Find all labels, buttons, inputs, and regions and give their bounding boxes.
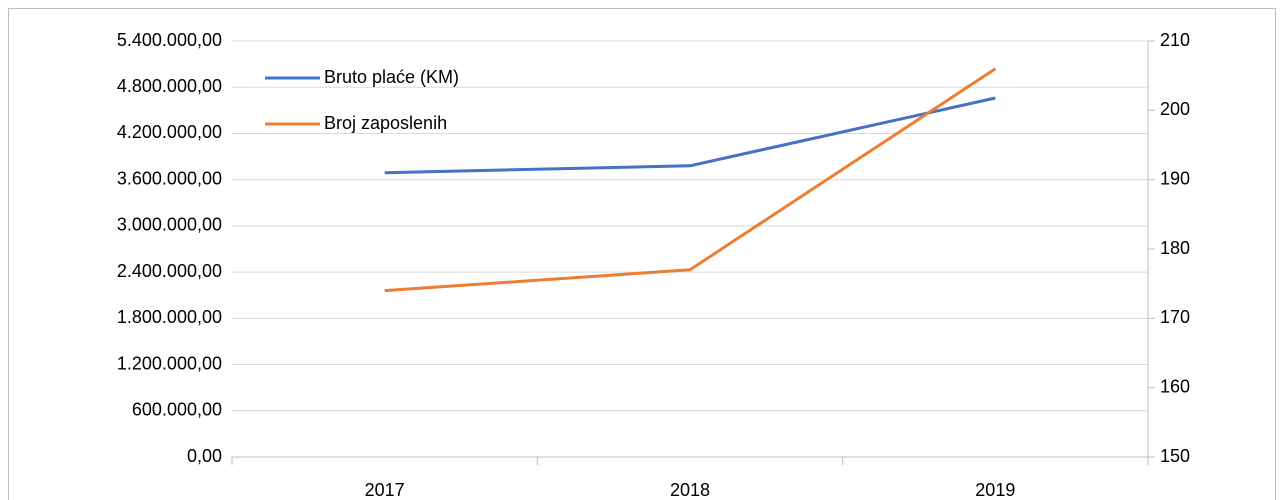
series-line xyxy=(384,96,996,175)
y-tick-label: 5.400.000,00 xyxy=(117,30,222,50)
y2-tick-label: 180 xyxy=(1160,238,1190,258)
series-line xyxy=(384,67,997,293)
y2-tick-label: 210 xyxy=(1160,30,1190,50)
x-tick-label: 2017 xyxy=(365,480,405,500)
y2-tick-label: 190 xyxy=(1160,168,1190,188)
legend-label: Bruto plaće (KM) xyxy=(324,67,459,87)
y-tick-label: 2.400.000,00 xyxy=(117,261,222,281)
y-tick-label: 4.200.000,00 xyxy=(117,122,222,142)
x-tick-label: 2019 xyxy=(975,480,1015,500)
y2-tick-label: 150 xyxy=(1160,446,1190,466)
y-tick-label: 1.800.000,00 xyxy=(117,307,222,327)
y-tick-label: 4.800.000,00 xyxy=(117,76,222,96)
chart-frame xyxy=(8,8,1276,500)
y-tick-label: 1.200.000,00 xyxy=(117,353,222,373)
y2-tick-label: 170 xyxy=(1160,307,1190,327)
y-tick-label: 3.600.000,00 xyxy=(117,168,222,188)
y2-tick-label: 200 xyxy=(1160,99,1190,119)
y2-tick-label: 160 xyxy=(1160,376,1190,396)
legend-label: Broj zaposlenih xyxy=(324,113,447,133)
x-tick-label: 2018 xyxy=(670,480,710,500)
y-tick-label: 600.000,00 xyxy=(132,400,222,420)
y-tick-label: 3.000.000,00 xyxy=(117,215,222,235)
y-tick-label: 0,00 xyxy=(187,446,222,466)
